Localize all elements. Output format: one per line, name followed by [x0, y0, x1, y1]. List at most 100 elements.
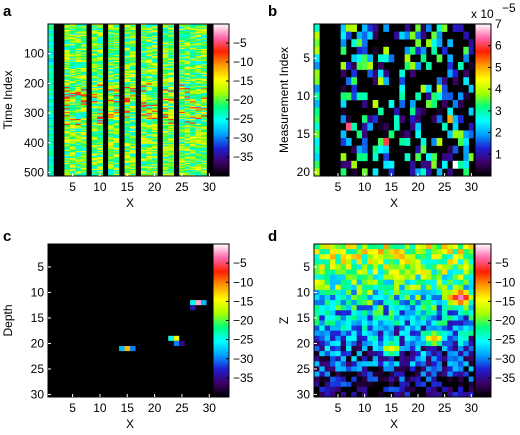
heatmap-cell: [162, 111, 169, 114]
heatmap-cell: [162, 145, 169, 147]
heatmap-cell: [75, 101, 82, 103]
heatmap-cell: [64, 79, 71, 82]
heatmap-cell: [80, 138, 87, 140]
heatmap-cell: [140, 119, 147, 121]
heatmap-cell: [64, 73, 71, 76]
heatmap-cell: [48, 37, 54, 39]
heatmap-cell: [108, 110, 114, 113]
heatmap-cell: [124, 108, 131, 110]
heatmap-cell: [151, 101, 158, 103]
heatmap-cell: [362, 295, 368, 301]
heatmap-cell: [468, 315, 475, 321]
heatmap-cell: [184, 40, 191, 43]
heatmap-cell: [64, 92, 71, 95]
heatmap-cell: [319, 264, 325, 270]
heatmap-cell: [201, 138, 207, 140]
heatmap-cell: [69, 162, 76, 165]
heatmap-cell: [80, 165, 87, 167]
heatmap-cell: [108, 145, 114, 147]
heatmap-cell: [130, 138, 136, 140]
heatmap-cell: [410, 107, 416, 116]
heatmap-cell: [415, 361, 421, 367]
heatmap-cell: [168, 92, 175, 95]
heatmap-cell: [447, 69, 453, 78]
heatmap-cell: [351, 315, 357, 321]
heatmap-cell: [162, 107, 169, 109]
heatmap-cell: [140, 155, 147, 158]
heatmap-cell: [184, 24, 191, 26]
heatmap-cell: [195, 149, 202, 152]
heatmap-cell: [91, 164, 98, 166]
heatmap-cell: [113, 134, 120, 136]
heatmap-cell: [463, 168, 469, 177]
heatmap-cell: [97, 104, 103, 107]
heatmap-cell: [130, 129, 136, 132]
heatmap-cell: [184, 120, 191, 122]
heatmap-cell: [75, 62, 82, 64]
heatmap-cell: [179, 110, 185, 113]
heatmap-cell: [75, 33, 82, 35]
heatmap-cell: [335, 295, 341, 301]
heatmap-cells-c: [119, 300, 207, 352]
heatmap-cell: [146, 91, 153, 94]
heatmap-cell: [383, 284, 389, 291]
heatmap-cell: [458, 315, 464, 321]
heatmap-cell: [468, 249, 475, 255]
heatmap-cell: [367, 254, 373, 260]
heatmap-cell: [201, 166, 207, 168]
heatmap-cell: [452, 295, 459, 301]
heatmap-cell: [190, 133, 196, 135]
heatmap-cell: [168, 164, 175, 166]
heatmap-cell: [130, 145, 136, 147]
heatmap-cell: [372, 356, 379, 362]
heatmap-cell: [151, 76, 158, 78]
heatmap-cell: [168, 113, 175, 115]
heatmap-cell: [195, 97, 202, 100]
heatmap-cell: [69, 95, 76, 97]
heatmap-cell: [383, 259, 389, 265]
heatmap-cell: [356, 153, 363, 162]
heatmap-cell: [91, 155, 98, 158]
heatmap-cell: [372, 315, 379, 321]
heatmap-cell: [69, 98, 76, 101]
heatmap-cell: [442, 254, 448, 260]
heatmap-cell: [91, 32, 98, 34]
heatmap-cell: [108, 31, 114, 33]
heatmap-cell: [162, 102, 169, 104]
heatmap-cell: [64, 153, 71, 155]
heatmap-cell: [80, 100, 87, 102]
heatmap-cell: [179, 37, 185, 39]
heatmap-cell: [195, 95, 202, 97]
heatmap-cell: [140, 91, 147, 94]
heatmap-cell: [108, 111, 114, 114]
heatmap-cell: [69, 107, 76, 109]
heatmap-cell: [48, 114, 54, 116]
heatmap-cell: [80, 173, 87, 176]
heatmap-cell: [64, 155, 71, 158]
heatmap-cell: [399, 254, 405, 260]
heatmap-cell: [415, 300, 421, 306]
heatmap-cell: [436, 168, 443, 177]
heatmap-cell: [426, 84, 432, 93]
heatmap-cell: [190, 51, 196, 53]
heatmap-cell: [184, 65, 191, 68]
heatmap-cell: [463, 92, 469, 101]
heatmap-cell: [195, 71, 202, 73]
heatmap-cell: [410, 320, 416, 326]
heatmap-cell: [168, 155, 175, 158]
heatmap-cell: [399, 92, 405, 101]
heatmap-cell: [319, 330, 325, 337]
heatmap-cell: [179, 46, 185, 49]
heatmap-cell: [442, 77, 448, 86]
heatmap-cell: [319, 346, 325, 352]
heatmap-cell: [367, 330, 373, 337]
heatmap-cell: [415, 92, 421, 101]
heatmap-cell: [64, 27, 71, 30]
heatmap-cell: [124, 27, 131, 30]
heatmap-cell: [48, 101, 54, 103]
heatmap-cell: [48, 110, 54, 113]
heatmap-cell: [80, 90, 87, 92]
heatmap-cell: [69, 109, 76, 111]
heatmap-cell: [201, 154, 207, 157]
heatmap-cell: [64, 134, 71, 136]
